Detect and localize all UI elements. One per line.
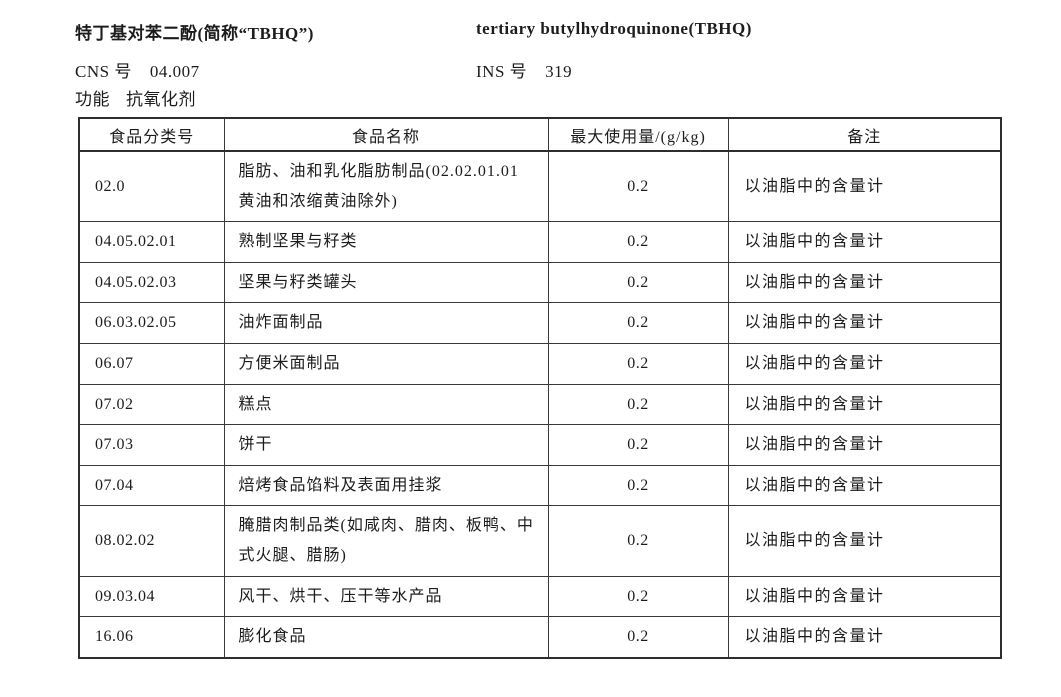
cell-remark: 以油脂中的含量计 [727,221,1002,263]
cell-category: 02.0 [78,150,225,223]
cell-max-usage: 0.2 [547,261,729,304]
cell-remark: 以油脂中的含量计 [727,575,1002,618]
cell-remark: 以油脂中的含量计 [727,342,1002,385]
cell-max-usage: 0.2 [547,424,729,466]
table-row: 06.07 方便米面制品 0.2 以油脂中的含量计 [78,342,1002,385]
col-header-max-usage: 最大使用量/(g/kg) [547,117,729,152]
table-header: 食品分类号 食品名称 最大使用量/(g/kg) 备注 [78,117,1002,152]
additive-title-en: tertiary butylhydroquinone(TBHQ) [476,19,752,38]
cell-food-name: 焙烤食品馅料及表面用挂浆 [223,464,549,507]
cell-remark: 以油脂中的含量计 [727,464,1002,507]
function-value: 抗氧化剂 [126,90,196,109]
cell-max-usage: 0.2 [547,150,729,223]
header-line-1-right: tertiary butylhydroquinone(TBHQ) [476,19,752,39]
table-row: 16.06 膨化食品 0.2 以油脂中的含量计 [78,616,1002,659]
col-header-category: 食品分类号 [78,117,225,152]
cell-food-name: 脂肪、油和乳化脂肪制品(02.02.01.01黄油和浓缩黄油除外) [223,150,549,223]
cns-label: CNS 号 [75,62,132,81]
table-row: 09.03.04 风干、烘干、压干等水产品 0.2 以油脂中的含量计 [78,575,1002,618]
cell-category: 04.05.02.03 [78,261,225,304]
cell-food-name: 饼干 [223,424,549,466]
table-row: 02.0 脂肪、油和乳化脂肪制品(02.02.01.01黄油和浓缩黄油除外) 0… [78,150,1002,223]
cell-remark: 以油脂中的含量计 [727,302,1002,344]
cns-value: 04.007 [149,62,200,81]
cell-max-usage: 0.2 [547,616,729,659]
ins-value: 319 [545,62,573,81]
cell-category: 06.03.02.05 [78,302,225,344]
cell-food-name: 糕点 [223,383,549,426]
cell-max-usage: 0.2 [547,342,729,385]
cell-max-usage: 0.2 [547,464,729,507]
cell-max-usage: 0.2 [547,302,729,344]
cell-food-name: 坚果与籽类罐头 [223,261,549,304]
table-row: 08.02.02 腌腊肉制品类(如咸肉、腊肉、板鸭、中式火腿、腊肠) 0.2 以… [78,505,1002,577]
cell-max-usage: 0.2 [547,505,729,577]
cell-remark: 以油脂中的含量计 [727,616,1002,659]
table-row: 04.05.02.03 坚果与籽类罐头 0.2 以油脂中的含量计 [78,261,1002,304]
table-row: 07.04 焙烤食品馅料及表面用挂浆 0.2 以油脂中的含量计 [78,464,1002,507]
cell-food-name: 风干、烘干、压干等水产品 [223,575,549,618]
header-line-1-left: 特丁基对苯二酚(简称“TBHQ”) [75,19,314,44]
cell-food-name: 熟制坚果与籽类 [223,221,549,263]
cns-line: CNS 号 04.007 [75,57,200,82]
col-header-food-name: 食品名称 [223,117,549,152]
cell-category: 16.06 [78,616,225,659]
table-row: 07.03 饼干 0.2 以油脂中的含量计 [78,424,1002,466]
food-table-body: 02.0 脂肪、油和乳化脂肪制品(02.02.01.01黄油和浓缩黄油除外) 0… [78,150,1002,659]
cell-food-name: 膨化食品 [223,616,549,659]
table-row: 04.05.02.01 熟制坚果与籽类 0.2 以油脂中的含量计 [78,221,1002,263]
cell-category: 09.03.04 [78,575,225,618]
function-line: 功能 抗氧化剂 [75,85,196,110]
cell-category: 07.02 [78,383,225,426]
cell-category: 06.07 [78,342,225,385]
col-header-remark: 备注 [727,117,1002,152]
cell-food-name: 腌腊肉制品类(如咸肉、腊肉、板鸭、中式火腿、腊肠) [223,505,549,577]
cell-category: 08.02.02 [78,505,225,577]
cell-remark: 以油脂中的含量计 [727,383,1002,426]
cell-food-name: 方便米面制品 [223,342,549,385]
cell-remark: 以油脂中的含量计 [727,150,1002,223]
ins-line: INS 号 319 [476,57,572,82]
cell-category: 04.05.02.01 [78,221,225,263]
table-header-row: 食品分类号 食品名称 最大使用量/(g/kg) 备注 [78,117,1002,152]
cell-remark: 以油脂中的含量计 [727,261,1002,304]
table-row: 06.03.02.05 油炸面制品 0.2 以油脂中的含量计 [78,302,1002,344]
ins-label: INS 号 [476,62,528,81]
cell-max-usage: 0.2 [547,575,729,618]
cell-max-usage: 0.2 [547,221,729,263]
cell-food-name: 油炸面制品 [223,302,549,344]
table-row: 07.02 糕点 0.2 以油脂中的含量计 [78,383,1002,426]
cell-max-usage: 0.2 [547,383,729,426]
cell-category: 07.04 [78,464,225,507]
food-additive-usage-table: 食品分类号 食品名称 最大使用量/(g/kg) 备注 02.0 脂肪、油和乳化脂… [78,117,1002,659]
cell-remark: 以油脂中的含量计 [727,505,1002,577]
cell-remark: 以油脂中的含量计 [727,424,1002,466]
function-label: 功能 [75,90,110,109]
cell-category: 07.03 [78,424,225,466]
additive-title-cn: 特丁基对苯二酚(简称“TBHQ”) [75,24,314,43]
